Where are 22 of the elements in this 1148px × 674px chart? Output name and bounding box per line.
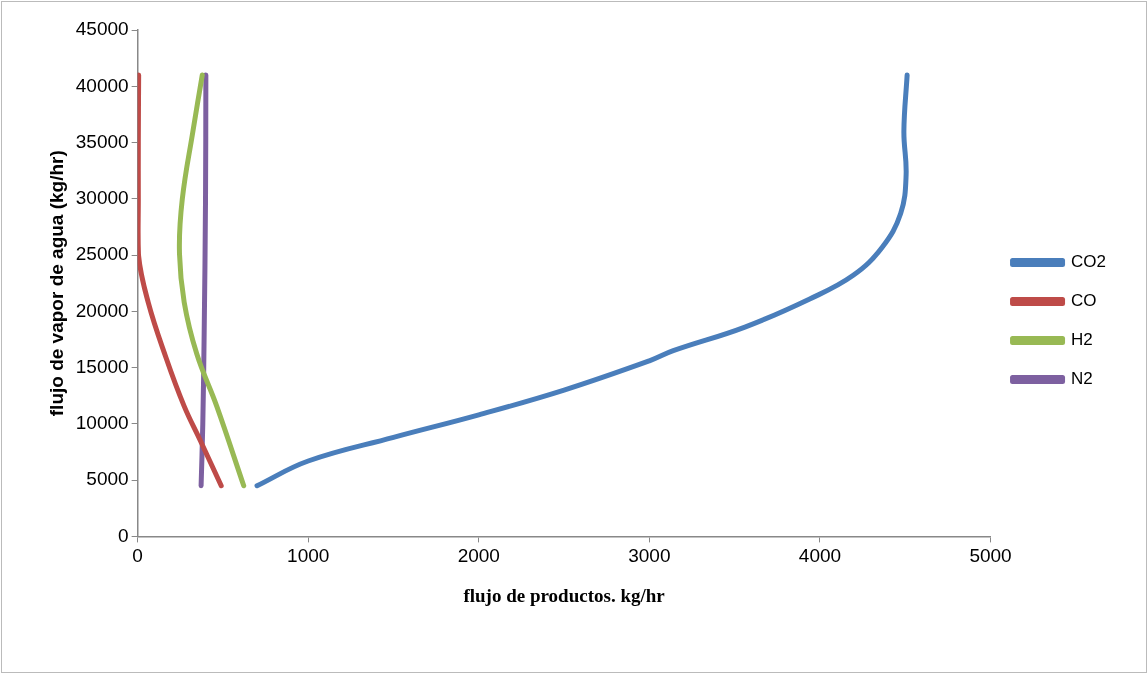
- y-tick-label: 30000: [75, 187, 129, 209]
- legend-label: CO: [1071, 291, 1097, 311]
- y-tick-label: 25000: [75, 243, 129, 265]
- x-tick-label: 2000: [457, 545, 500, 567]
- x-tick-label: 4000: [798, 545, 842, 567]
- x-axis-title: flujo de productos. kg/hr: [463, 584, 666, 606]
- y-tick-label: 40000: [75, 74, 129, 96]
- x-tick-label: 5000: [969, 545, 1012, 567]
- y-tick-label: 45000: [75, 18, 129, 40]
- y-tick-label: 0: [118, 524, 129, 546]
- x-tick-label: 0: [132, 545, 143, 567]
- legend-label: CO2: [1071, 252, 1107, 272]
- legend-label: N2: [1071, 369, 1093, 389]
- y-tick-label: 10000: [75, 412, 129, 434]
- y-axis-title: flujo de vapor de agua (kg/hr): [45, 150, 67, 417]
- y-tick-label: 35000: [75, 130, 129, 152]
- y-tick-label: 5000: [86, 468, 129, 490]
- x-tick-label: 1000: [287, 545, 330, 567]
- y-tick-label: 15000: [75, 355, 129, 377]
- legend-label: H2: [1071, 330, 1093, 350]
- y-tick-label: 20000: [75, 299, 129, 321]
- x-tick-label: 3000: [628, 545, 671, 567]
